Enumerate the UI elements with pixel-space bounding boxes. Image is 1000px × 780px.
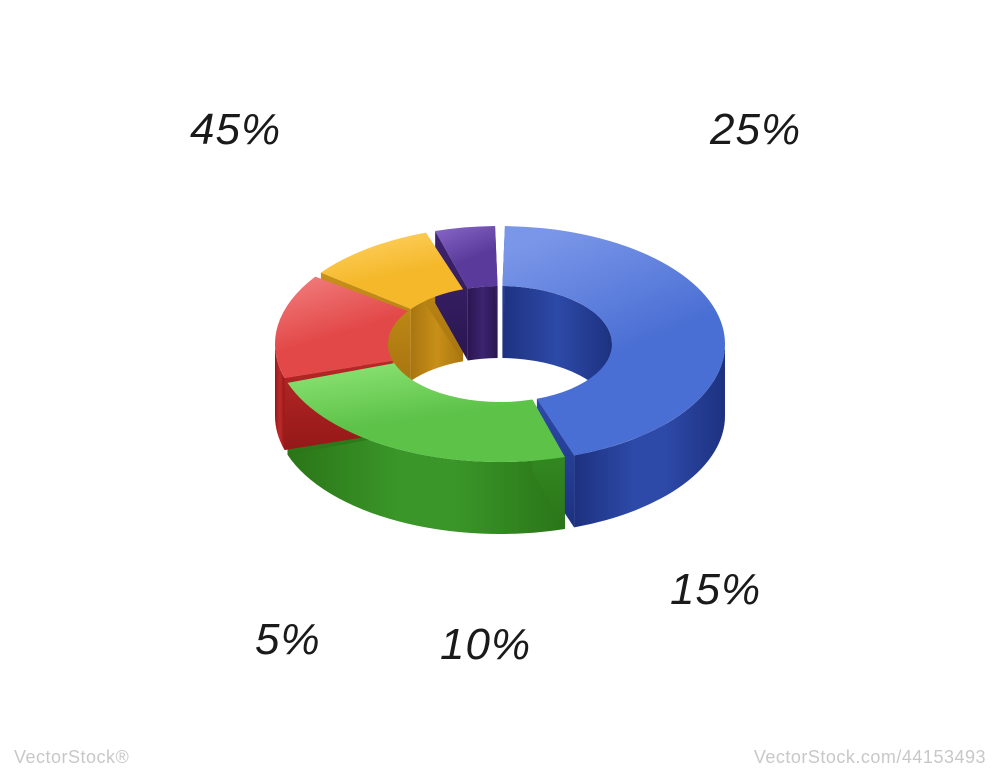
slice-label-45: 45%: [190, 105, 281, 155]
image-id-text: VectorStock.com/44153493: [754, 747, 986, 768]
slice-label-15: 15%: [670, 565, 761, 615]
donut-svg: [220, 169, 780, 589]
slice-label-5: 5%: [255, 615, 321, 665]
slice-label-10: 10%: [440, 620, 531, 670]
donut-chart-3d: [220, 169, 780, 594]
watermark-text: VectorStock®: [14, 747, 129, 768]
slice-label-25: 25%: [710, 105, 801, 155]
